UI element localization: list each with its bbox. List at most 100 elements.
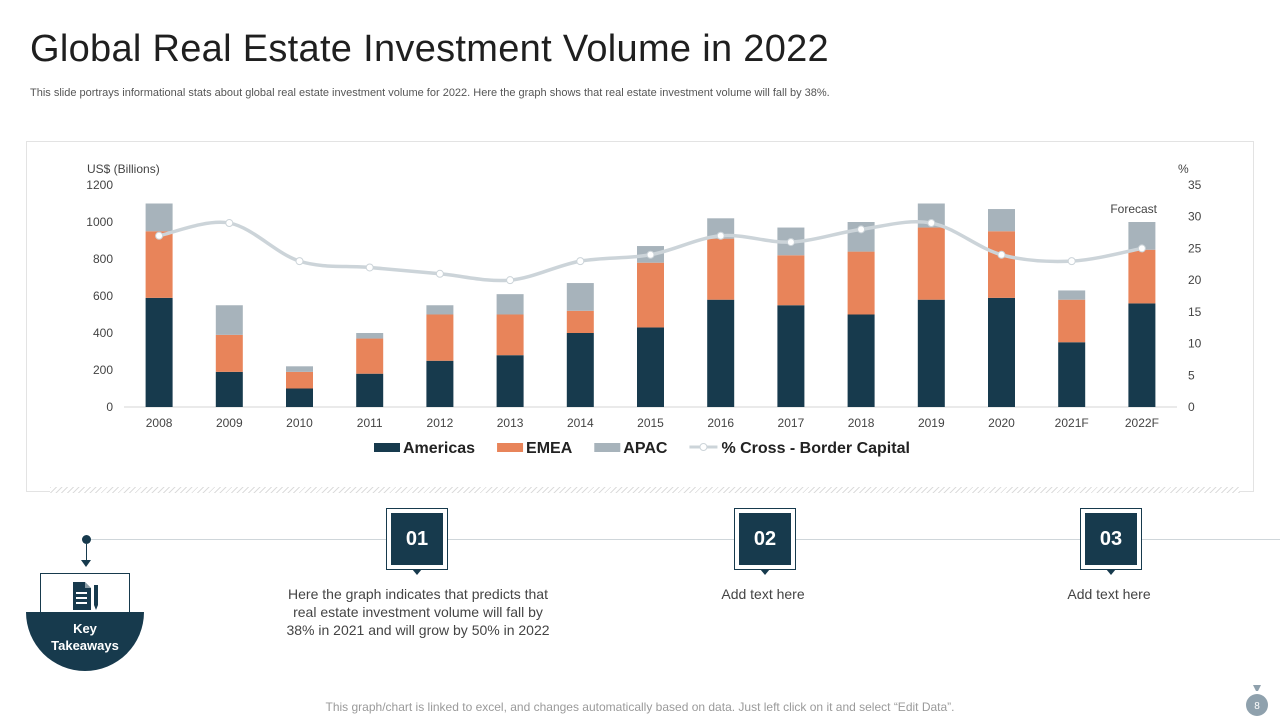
page-number: 8 (1254, 701, 1260, 712)
cross-border-point (225, 219, 234, 228)
bar-americas (566, 333, 594, 407)
bar-americas (707, 299, 735, 407)
bar-apac (988, 209, 1015, 232)
x-tick-label: 2010 (286, 416, 313, 430)
bar-americas (356, 373, 384, 407)
bar-americas (145, 297, 173, 407)
takeaway-number-02: 02 (734, 508, 796, 575)
bar-emea (988, 231, 1015, 298)
bar-emea (707, 238, 735, 300)
legend-label-apac: APAC (623, 440, 668, 457)
timeline-stem (86, 544, 87, 562)
legend-swatch-emea (497, 443, 524, 452)
chart-container[interactable]: US$ (Billions) 0 200 400 600 800 1000 1200% 0 5 10… (26, 141, 1254, 492)
chart-legend: Americas EMEA APAC % Cross - Border Capital (374, 440, 910, 457)
takeaway-text-01: Here the graph indicates that predicts t… (286, 586, 550, 638)
bar-americas (1128, 303, 1156, 407)
x-tick-label: 2021F (1055, 416, 1089, 430)
bar-americas (286, 388, 313, 407)
bar-apac (356, 333, 384, 339)
cross-border-point (1137, 244, 1146, 253)
y2-tick-label: 5 (1188, 368, 1195, 382)
forecast-annotation: Forecast (1110, 202, 1157, 216)
page-subtitle: This slide portrays informational stats … (30, 87, 830, 99)
y-axis-label: US$ (Billions) (87, 162, 160, 176)
y2-tick-label: 10 (1188, 337, 1202, 351)
takeaway-text-02: Add text here (721, 586, 805, 602)
y-tick-label: 800 (93, 252, 113, 266)
bar-apac (145, 203, 173, 232)
cross-border-point (435, 269, 444, 278)
bar-apac (1058, 290, 1086, 300)
bar-americas (496, 355, 524, 407)
bar-emea (777, 255, 805, 306)
timeline-start-dot (82, 535, 91, 544)
cross-border-point (927, 219, 936, 228)
y-tick-label: 600 (93, 289, 113, 303)
legend-label--cross-border-capital: % Cross - Border Capital (721, 440, 909, 457)
chart-bars (145, 203, 1156, 407)
x-tick-label: 2009 (216, 416, 243, 430)
bar-emea (1128, 249, 1156, 304)
bar-americas (426, 360, 454, 407)
bar-emea (496, 314, 524, 356)
takeaway-number-01: 01 (386, 508, 448, 575)
bar-americas (847, 314, 875, 407)
cross-border-point (786, 238, 795, 247)
cross-border-point (857, 225, 866, 234)
bar-americas (988, 297, 1015, 407)
bar-apac (426, 305, 454, 315)
money-bag-icon: 8 (1246, 685, 1268, 716)
bar-apac (496, 294, 524, 315)
legend-swatch-apac (594, 443, 621, 452)
x-tick-label: 2008 (146, 416, 173, 430)
bar-emea (566, 310, 594, 333)
cross-border-point (576, 257, 585, 266)
footer-note: This graph/chart is linked to excel, and… (325, 700, 955, 714)
bar-americas (215, 371, 243, 407)
bar-emea (145, 231, 173, 298)
y-tick-label: 0 (106, 400, 113, 414)
x-tick-label: 2012 (427, 416, 454, 430)
legend-marker--cross-border-capital (699, 443, 708, 451)
cross-border-point (997, 250, 1006, 259)
takeaway-pointer (760, 569, 770, 575)
x-tick-label: 2011 (357, 416, 383, 430)
takeaway-number-text: 03 (1085, 513, 1137, 565)
bar-emea (426, 314, 454, 361)
bar-emea (637, 262, 664, 328)
x-tick-label: 2015 (637, 416, 664, 430)
timeline-arrow (81, 560, 91, 567)
takeaway-number-text: 01 (391, 513, 443, 565)
investment-chart[interactable]: US$ (Billions) 0 200 400 600 800 1000 1200% 0 5 10… (27, 142, 1253, 491)
cross-border-point (716, 231, 725, 240)
bar-emea (917, 227, 945, 300)
x-tick-label: 2019 (918, 416, 945, 430)
bar-emea (356, 338, 384, 374)
x-tick-label: 2013 (497, 416, 524, 430)
cross-border-point (646, 250, 655, 259)
takeaway-number-text: 02 (739, 513, 791, 565)
x-tick-label: 2020 (988, 416, 1015, 430)
y2-tick-label: 25 (1188, 241, 1202, 255)
y2-tick-label: 0 (1188, 400, 1195, 414)
cross-border-point (1067, 257, 1076, 266)
bar-emea (215, 334, 243, 372)
cross-border-point (506, 276, 515, 285)
chart-axes: US$ (Billions) 0 200 400 600 800 1000 1200% 0 5 10… (86, 162, 1201, 430)
y2-tick-label: 20 (1188, 273, 1202, 287)
chart-shadow-decoration (50, 487, 1240, 493)
takeaway-text-03: Add text here (1067, 586, 1151, 602)
page-title: Global Real Estate Investment Volume in … (30, 28, 829, 70)
x-tick-label: 2018 (848, 416, 875, 430)
bar-apac (707, 218, 735, 239)
y2-tick-label: 15 (1188, 305, 1202, 319)
bar-emea (847, 251, 875, 315)
y-tick-label: 400 (93, 326, 113, 340)
bar-apac (286, 366, 313, 372)
x-tick-label: 2016 (707, 416, 734, 430)
y-tick-label: 200 (93, 363, 113, 377)
bar-emea (286, 371, 313, 389)
legend-swatch-americas (374, 443, 400, 452)
legend-label-americas: Americas (403, 440, 475, 457)
